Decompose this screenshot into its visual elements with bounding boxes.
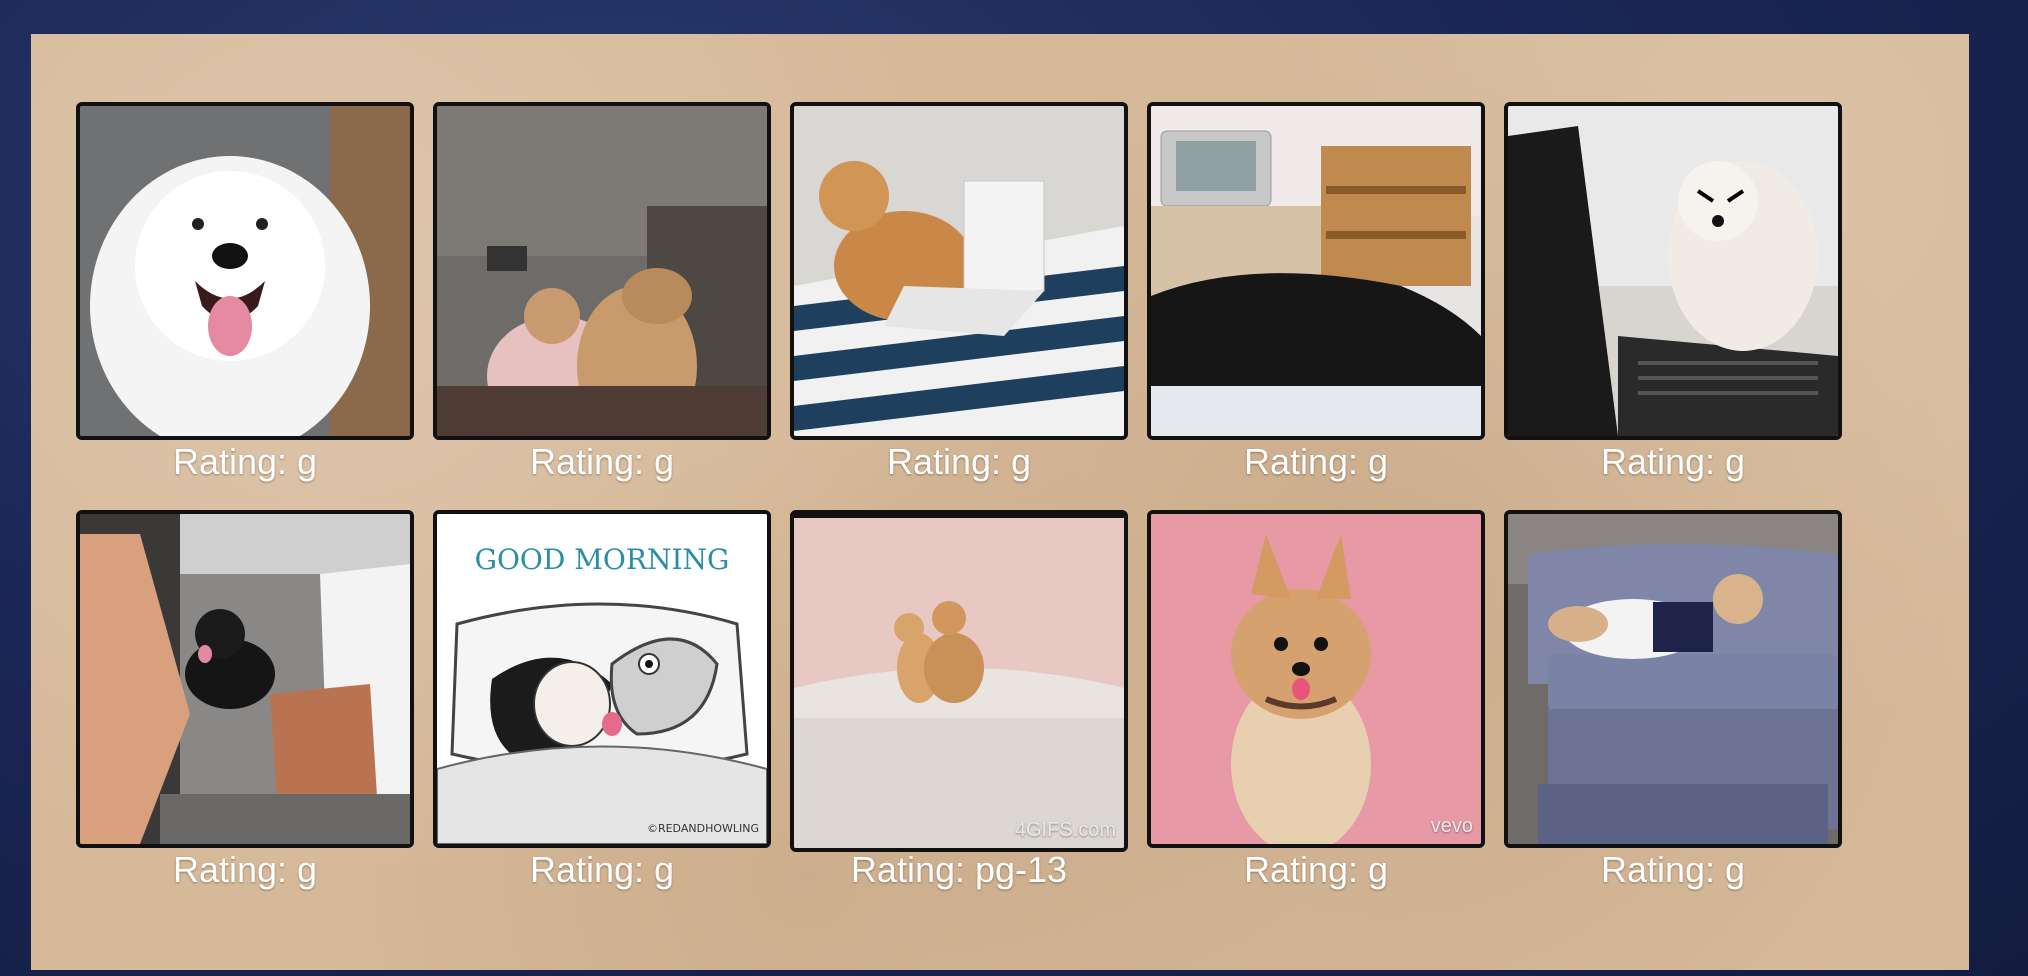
french-bulldog-sofa-image <box>1508 514 1838 844</box>
gif-card: Rating: g <box>1504 102 1844 482</box>
rating-label: Rating: g <box>1600 849 1746 890</box>
gif-image[interactable]: vevo <box>1147 510 1485 848</box>
good-morning-text: GOOD MORNING <box>475 543 730 576</box>
gif-card: Rating: g <box>76 510 416 890</box>
gif-image[interactable] <box>433 102 771 440</box>
gif-image[interactable] <box>76 510 414 848</box>
rating-label: Rating: g <box>1243 849 1389 890</box>
rating-label: Rating: g <box>529 849 675 890</box>
gif-card: 4GIFS.com Rating: pg-13 <box>790 510 1130 890</box>
gif-card: Rating: g <box>790 102 1130 482</box>
gif-image[interactable] <box>790 102 1128 440</box>
gif-card: Rating: g <box>76 102 416 482</box>
gif-watermark: vevo <box>1430 815 1473 837</box>
gif-card: GOOD MORNING ©REDANDHOWLING Rating: g <box>433 510 773 890</box>
gif-card: Rating: g <box>433 102 773 482</box>
rating-label: Rating: g <box>529 441 675 482</box>
rating-label: Rating: pg-13 <box>850 849 1068 890</box>
rating-label: Rating: g <box>886 441 1032 482</box>
gif-card: vevo Rating: g <box>1147 510 1487 890</box>
gif-watermark: 4GIFS.com <box>1014 819 1116 841</box>
rating-label: Rating: g <box>1243 441 1389 482</box>
gif-card: Rating: g <box>1147 102 1487 482</box>
white-fluffy-dog-image <box>80 106 410 436</box>
gif-image[interactable] <box>1504 102 1842 440</box>
pomeranian-pink-image <box>1151 514 1481 844</box>
two-chihuahuas-image <box>794 518 1124 848</box>
gif-results-panel: Rating: g Rating: g <box>31 34 1969 970</box>
good-morning-cartoon-image: GOOD MORNING ©REDANDHOWLING <box>437 514 767 844</box>
gif-image[interactable] <box>1147 102 1485 440</box>
cartoon-signature: ©REDANDHOWLING <box>647 822 759 835</box>
gif-image[interactable] <box>1504 510 1842 848</box>
gif-image[interactable]: GOOD MORNING ©REDANDHOWLING <box>433 510 771 848</box>
dog-on-couch-image <box>437 106 767 436</box>
shiba-laptop-image <box>794 106 1124 436</box>
gif-image[interactable]: 4GIFS.com <box>790 510 1128 852</box>
rating-label: Rating: g <box>172 849 318 890</box>
gif-image[interactable] <box>76 102 414 440</box>
small-black-dog-image <box>80 514 410 844</box>
black-dog-bedroom-image <box>1151 106 1481 436</box>
rating-label: Rating: g <box>1600 441 1746 482</box>
gif-card: Rating: g <box>1504 510 1844 890</box>
pomeranian-laptop-image <box>1508 106 1838 436</box>
rating-label: Rating: g <box>172 441 318 482</box>
